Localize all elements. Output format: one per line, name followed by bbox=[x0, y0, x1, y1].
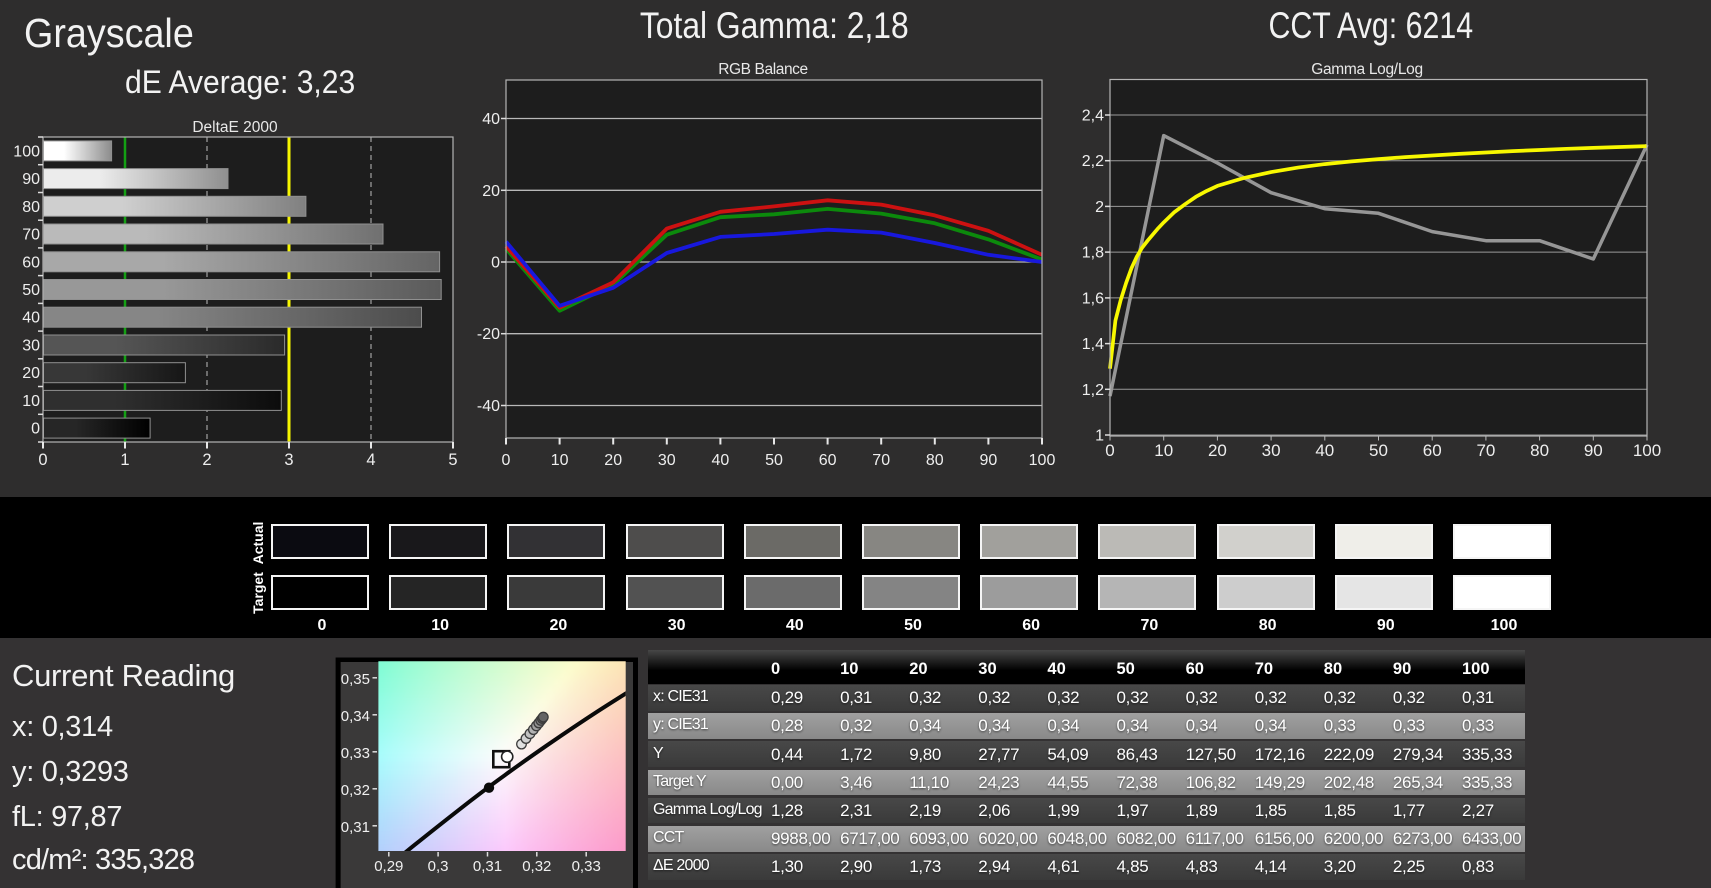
svg-text:80: 80 bbox=[1530, 441, 1549, 460]
svg-text:1: 1 bbox=[120, 451, 129, 469]
svg-text:30: 30 bbox=[22, 338, 40, 355]
svg-text:1,6: 1,6 bbox=[1082, 290, 1104, 307]
svg-text:20: 20 bbox=[482, 183, 500, 200]
svg-text:10: 10 bbox=[1154, 441, 1173, 460]
svg-text:100: 100 bbox=[1633, 441, 1661, 460]
svg-text:2,4: 2,4 bbox=[1082, 108, 1104, 125]
svg-text:40: 40 bbox=[712, 452, 730, 469]
svg-text:70: 70 bbox=[872, 452, 890, 469]
svg-text:0,29: 0,29 bbox=[374, 858, 403, 875]
svg-text:60: 60 bbox=[819, 452, 837, 469]
svg-text:0: 0 bbox=[491, 255, 500, 272]
svg-text:0,31: 0,31 bbox=[341, 819, 370, 836]
svg-text:2,2: 2,2 bbox=[1082, 153, 1104, 170]
svg-text:10: 10 bbox=[22, 393, 40, 410]
svg-text:0: 0 bbox=[1105, 441, 1114, 460]
svg-text:0,33: 0,33 bbox=[341, 745, 370, 762]
svg-text:10: 10 bbox=[551, 452, 569, 469]
svg-text:80: 80 bbox=[22, 199, 40, 216]
svg-text:1,4: 1,4 bbox=[1082, 336, 1104, 353]
svg-text:80: 80 bbox=[926, 452, 944, 469]
svg-text:20: 20 bbox=[22, 365, 40, 382]
svg-text:0,33: 0,33 bbox=[572, 858, 601, 875]
svg-text:90: 90 bbox=[1584, 441, 1603, 460]
svg-text:3: 3 bbox=[284, 451, 293, 469]
svg-text:2: 2 bbox=[202, 451, 211, 469]
svg-text:40: 40 bbox=[22, 310, 40, 327]
svg-text:70: 70 bbox=[22, 227, 40, 244]
svg-text:60: 60 bbox=[22, 254, 40, 271]
svg-text:5: 5 bbox=[448, 451, 457, 469]
svg-text:0: 0 bbox=[31, 421, 40, 438]
svg-text:30: 30 bbox=[658, 452, 676, 469]
svg-text:90: 90 bbox=[980, 452, 998, 469]
svg-text:0,35: 0,35 bbox=[341, 671, 370, 688]
svg-text:20: 20 bbox=[604, 452, 622, 469]
svg-text:1: 1 bbox=[1095, 428, 1104, 445]
svg-text:0,3: 0,3 bbox=[428, 858, 449, 875]
svg-text:40: 40 bbox=[482, 111, 500, 128]
svg-text:4: 4 bbox=[366, 451, 375, 469]
svg-text:0,34: 0,34 bbox=[341, 708, 370, 725]
svg-text:50: 50 bbox=[22, 282, 40, 299]
svg-text:100: 100 bbox=[1029, 452, 1056, 469]
svg-text:-40: -40 bbox=[477, 398, 500, 415]
svg-text:50: 50 bbox=[765, 452, 783, 469]
svg-text:1,8: 1,8 bbox=[1082, 245, 1104, 262]
svg-text:0: 0 bbox=[502, 452, 511, 469]
svg-text:0,32: 0,32 bbox=[341, 782, 370, 799]
svg-text:-20: -20 bbox=[477, 326, 500, 343]
svg-text:1,2: 1,2 bbox=[1082, 382, 1104, 399]
svg-text:70: 70 bbox=[1476, 441, 1495, 460]
svg-text:30: 30 bbox=[1262, 441, 1281, 460]
svg-text:0,32: 0,32 bbox=[522, 858, 551, 875]
svg-text:100: 100 bbox=[13, 143, 40, 160]
svg-text:50: 50 bbox=[1369, 441, 1388, 460]
svg-text:0: 0 bbox=[38, 451, 47, 469]
svg-text:2: 2 bbox=[1095, 199, 1104, 216]
svg-text:40: 40 bbox=[1315, 441, 1334, 460]
svg-text:60: 60 bbox=[1423, 441, 1442, 460]
svg-text:0,31: 0,31 bbox=[473, 858, 502, 875]
svg-text:90: 90 bbox=[22, 171, 40, 188]
svg-text:20: 20 bbox=[1208, 441, 1227, 460]
